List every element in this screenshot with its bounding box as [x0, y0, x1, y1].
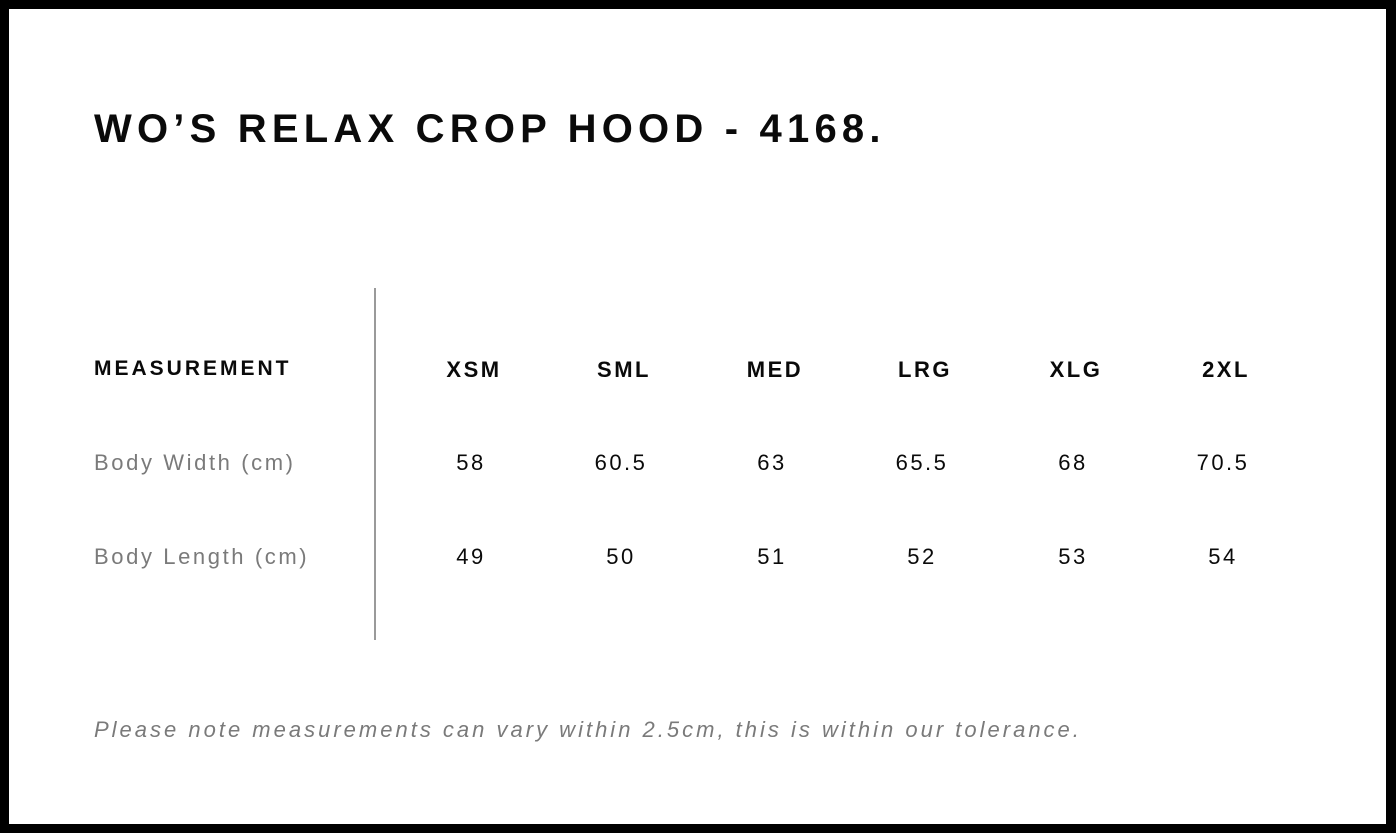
table-cell: 68: [1058, 450, 1088, 475]
page-title: WO’S RELAX CROP HOOD - 4168.: [94, 107, 886, 151]
table-cell: 63: [757, 450, 787, 475]
table-cell: 58: [456, 450, 486, 475]
table-cell: 65.5: [895, 450, 949, 475]
size-header-2xl: 2XL: [1202, 357, 1250, 382]
table-cell: 70.5: [1196, 450, 1250, 475]
measurement-header: MEASUREMENT: [94, 357, 292, 380]
table-cell: 50: [606, 544, 636, 569]
size-header-med: MED: [746, 357, 804, 382]
size-chart-card: WO’S RELAX CROP HOOD - 4168. MEASUREMENT…: [9, 9, 1386, 824]
size-header-xlg: XLG: [1049, 357, 1103, 382]
size-header-lrg: LRG: [898, 357, 952, 382]
column-divider: [374, 288, 376, 640]
table-cell: 54: [1208, 544, 1238, 569]
row-label: Body Width (cm): [94, 450, 296, 475]
table-cell: 51: [757, 544, 787, 569]
table-cell: 52: [907, 544, 937, 569]
row-label: Body Length (cm): [94, 544, 310, 569]
size-header-sml: SML: [597, 357, 651, 382]
tolerance-note: Please note measurements can vary within…: [94, 717, 1082, 742]
table-cell: 49: [456, 544, 486, 569]
size-header-xsm: XSM: [446, 357, 502, 382]
table-cell: 60.5: [594, 450, 648, 475]
table-cell: 53: [1058, 544, 1088, 569]
